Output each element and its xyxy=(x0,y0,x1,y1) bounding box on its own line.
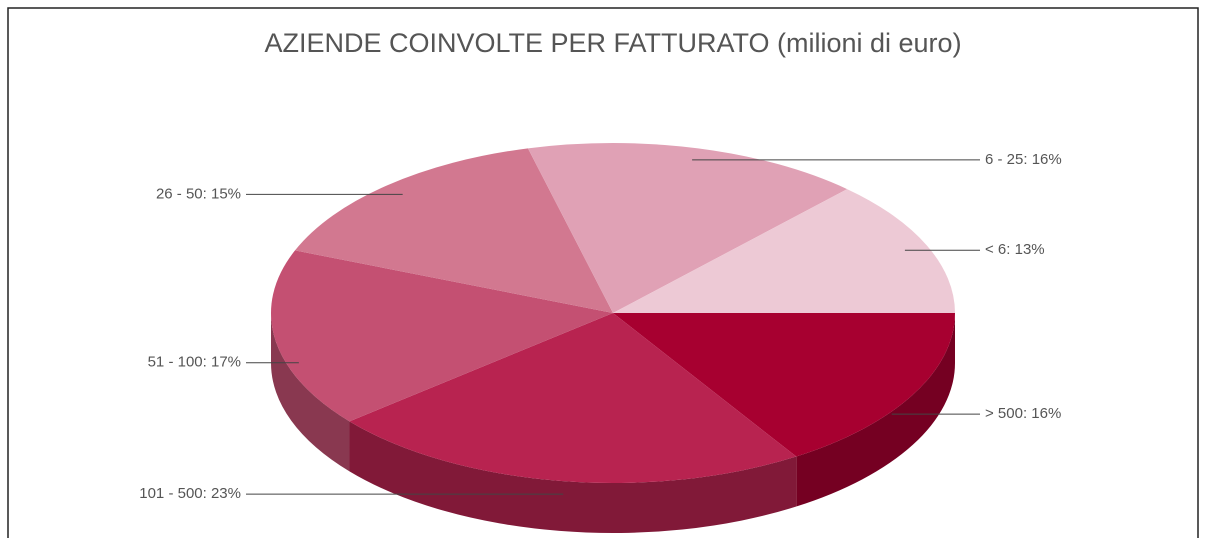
data-label: 6 - 25: 16% xyxy=(985,151,1062,168)
slice-side xyxy=(349,421,797,533)
data-label: 51 - 100: 17% xyxy=(148,354,241,371)
slice xyxy=(613,313,955,457)
slice xyxy=(295,148,613,313)
slice xyxy=(613,189,955,313)
slice xyxy=(271,250,613,422)
data-label: < 6: 13% xyxy=(985,241,1045,258)
slice xyxy=(527,143,848,313)
slice xyxy=(349,313,797,483)
data-label: 101 - 500: 23% xyxy=(139,485,241,502)
slice-side xyxy=(796,313,955,507)
slice-side xyxy=(271,313,350,472)
chart-title: AZIENDE COINVOLTE PER FATTURATO (milioni… xyxy=(264,28,961,58)
data-label: > 500: 16% xyxy=(985,405,1061,422)
frame xyxy=(7,7,1199,538)
data-label: 26 - 50: 15% xyxy=(156,185,241,202)
